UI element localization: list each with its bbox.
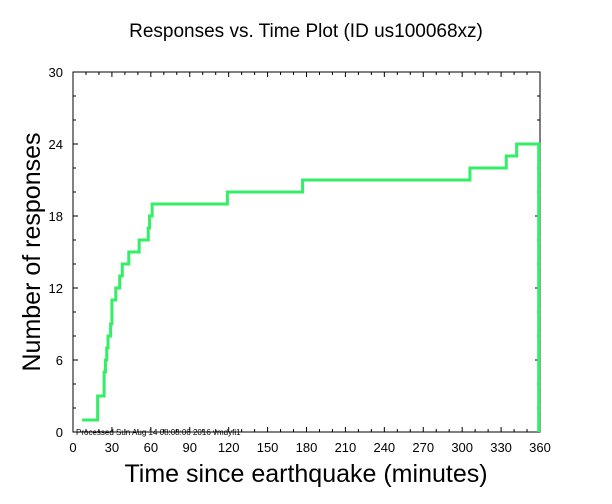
chart-title: Responses vs. Time Plot (ID us100068xz)	[129, 21, 483, 42]
y-tick-label: 24	[49, 137, 63, 152]
x-tick-label: 180	[296, 440, 318, 455]
x-axis-label: Time since earthquake (minutes)	[124, 460, 487, 488]
y-tick-label: 6	[56, 353, 63, 368]
y-tick-label: 30	[49, 65, 63, 80]
x-tick-label: 60	[144, 440, 158, 455]
x-tick-label: 210	[335, 440, 357, 455]
y-tick-label: 0	[56, 425, 63, 440]
x-tick-label: 90	[183, 440, 197, 455]
x-tick-label: 150	[257, 440, 279, 455]
x-tick-label: 300	[451, 440, 473, 455]
y-tick-label: 12	[49, 281, 63, 296]
x-tick-label: 330	[490, 440, 512, 455]
y-axis: 0 6 12 18 24 30	[49, 65, 540, 440]
x-axis: 0 30 60 90 120 150 180 210 240 270 300 330 360	[69, 72, 551, 455]
x-tick-label: 360	[529, 440, 551, 455]
series-line-responses	[82, 142, 541, 432]
plot-frame	[72, 71, 541, 433]
x-tick-label: 240	[373, 440, 395, 455]
processed-annotation: Processed Sun Aug 14 08:08:06 2016 vmdyf…	[76, 428, 241, 437]
x-tick-label: 270	[412, 440, 434, 455]
x-tick-label: 0	[69, 440, 76, 455]
x-tick-label: 30	[105, 440, 119, 455]
y-tick-label: 18	[49, 209, 63, 224]
y-axis-label: Number of responses	[18, 132, 46, 371]
x-tick-label: 120	[218, 440, 240, 455]
